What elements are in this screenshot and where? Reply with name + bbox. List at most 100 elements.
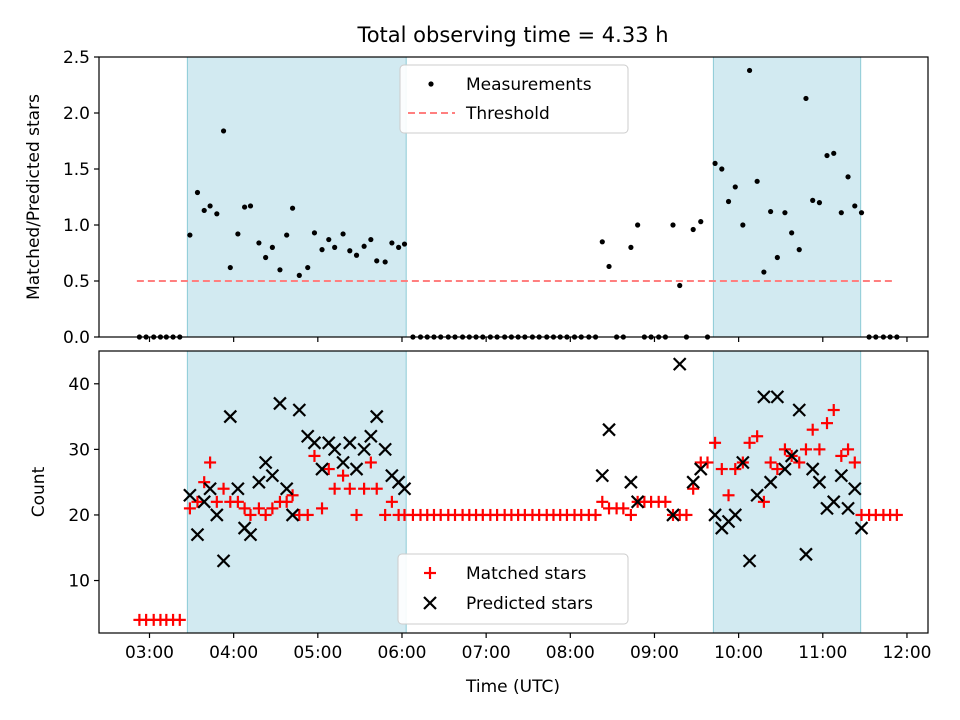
predicted-star-point	[854, 521, 869, 535]
measurement-point	[599, 239, 605, 245]
measurement-point	[796, 247, 802, 253]
predicted-star-point	[728, 508, 743, 522]
x-tick-label: 05:00	[293, 643, 342, 663]
measurement-point	[326, 236, 332, 243]
predicted-star-point	[378, 442, 392, 457]
predicted-star-point	[327, 442, 342, 457]
predicted-star-point	[834, 468, 849, 483]
bottom-x-ticks: 03:00 04:00 05:00 06:00 07:00 08:00 09:00 10:00…	[125, 633, 931, 663]
measurement-point	[606, 263, 612, 270]
bottom-axes-frame	[98, 350, 929, 634]
matched-star-point	[301, 508, 314, 521]
predicted-star-point	[364, 429, 378, 444]
measurement-point	[361, 243, 367, 249]
predicted-star-point	[799, 547, 813, 562]
predicted-star-point	[203, 481, 217, 496]
predicted-star-point	[258, 455, 273, 470]
measurement-point	[194, 189, 201, 196]
matched-star-point	[624, 508, 637, 521]
predicted-star-point	[778, 462, 792, 476]
matched-star-point	[328, 482, 341, 495]
predicted-star-point	[624, 475, 638, 489]
measurement-point	[831, 150, 837, 156]
matched-star-point	[191, 495, 204, 508]
measurement-point	[269, 244, 275, 250]
predicted-star-point	[784, 449, 799, 463]
measurement-point	[256, 240, 262, 246]
matched-star-point	[350, 508, 363, 521]
measurement-point	[670, 222, 676, 228]
predicted-star-point	[763, 475, 778, 489]
matched-star-point	[322, 463, 335, 476]
y-tick-label: 1.0	[63, 216, 90, 236]
measurement-point	[852, 203, 858, 209]
predicted-star-point	[197, 495, 211, 509]
measurement-point	[725, 198, 732, 205]
measurement-point	[635, 222, 641, 228]
matched-star-point	[743, 436, 756, 449]
predicted-star-point	[231, 481, 245, 496]
legend-predicted-marker	[423, 596, 437, 610]
matched-star-point	[259, 508, 272, 521]
predicted-star-point	[397, 481, 412, 496]
measurement-point	[305, 264, 311, 271]
matched-star-point	[204, 456, 217, 469]
measurement-point	[690, 226, 696, 233]
measurement-point	[754, 178, 760, 184]
measurement-point	[263, 254, 269, 261]
x-axis-label: Time (UTC)	[465, 677, 560, 697]
measurement-point	[235, 231, 241, 237]
predicted-star-point	[708, 508, 722, 522]
matched-star-point	[827, 404, 840, 417]
measurement-point	[732, 184, 738, 190]
matched-star-point	[266, 502, 279, 515]
matched-star-point	[821, 417, 834, 430]
predicted-star-point	[757, 390, 771, 404]
shaded-interval	[186, 56, 407, 338]
x-tick-label: 08:00	[546, 643, 595, 663]
measurement-point	[768, 208, 774, 215]
matched-star-point	[238, 502, 251, 515]
measurement-point	[296, 272, 302, 278]
predicted-star-point	[190, 527, 205, 542]
predicted-star-point	[252, 475, 266, 489]
matched-star-point	[813, 443, 826, 456]
measurement-point	[374, 258, 380, 264]
measurement-point	[368, 236, 374, 243]
measurement-point	[816, 200, 823, 206]
measurement-point	[810, 197, 816, 203]
y-tick-label: 1.5	[63, 160, 90, 180]
y-tick-label: 20	[68, 506, 90, 526]
predicted-star-point	[265, 468, 280, 483]
matched-star-point	[596, 495, 609, 508]
predicted-star-point	[686, 475, 700, 489]
predicted-star-point	[210, 508, 224, 522]
predicted-star-point	[349, 462, 364, 476]
matched-star-point	[337, 469, 350, 482]
measurement-point	[858, 210, 865, 216]
predicted-star-point	[750, 488, 764, 503]
predicted-star-point	[693, 462, 708, 476]
measurement-point	[401, 241, 408, 247]
measurement-point	[382, 259, 388, 265]
matched-star-point	[385, 495, 398, 508]
measurement-point	[319, 247, 325, 253]
measurement-point	[347, 248, 353, 254]
top-panel: 0.0 0.5 1.0 1.5 2.0 2.5 Matched/Predicted sta…	[24, 48, 929, 348]
matched-star-point	[280, 495, 293, 508]
matched-star-point	[198, 476, 211, 489]
predicted-star-point	[369, 409, 384, 424]
matched-star-point	[835, 449, 848, 462]
matched-star-point	[778, 443, 791, 456]
matched-star-point	[793, 456, 806, 469]
predicted-star-point	[273, 396, 287, 411]
matched-star-point	[799, 443, 812, 456]
x-tick-label: 12:00	[882, 643, 931, 663]
y-tick-label: 40	[68, 375, 90, 395]
matched-star-point	[680, 508, 693, 521]
y-tick-label: 2.5	[63, 48, 90, 68]
predicted-star-point	[672, 357, 687, 371]
measurement-point	[242, 204, 248, 210]
predicted-star-point	[285, 508, 300, 522]
